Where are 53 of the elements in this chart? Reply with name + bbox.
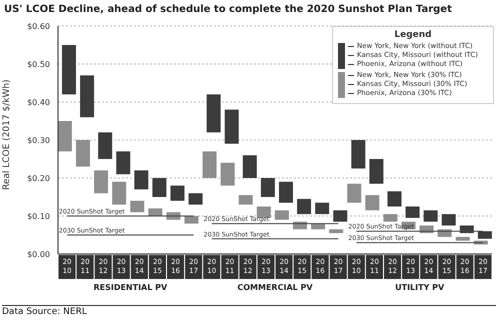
bar: [424, 210, 438, 222]
bar: [242, 155, 257, 178]
bar: [188, 193, 203, 205]
bar: [184, 216, 198, 224]
bar: [383, 214, 398, 222]
y-tick-label: $0.00: [27, 250, 50, 259]
bar: [351, 140, 366, 168]
bar: [387, 191, 402, 206]
bar: [260, 178, 275, 197]
bar: [152, 178, 166, 197]
bar: [256, 206, 271, 218]
bar: [206, 94, 221, 132]
bar: [311, 224, 326, 230]
text: COMMERCIAL PV: [236, 283, 314, 292]
y-axis-title: Real LCOE (2017 $/kWh): [2, 79, 12, 190]
legend-title: Legend: [393, 30, 433, 40]
text: UTILITY PV: [394, 283, 446, 292]
bar: [406, 206, 420, 218]
bar: [274, 210, 289, 220]
bar: [315, 202, 330, 214]
bar: [98, 132, 112, 159]
bar: [369, 159, 384, 184]
bar: [80, 75, 94, 118]
y-tick-label: $0.50: [27, 60, 50, 69]
y-tick-label: $0.10: [27, 212, 50, 221]
bar: [347, 184, 362, 203]
bar: [116, 151, 130, 174]
bar: [134, 170, 148, 190]
bar: [456, 236, 470, 241]
bar: [329, 229, 344, 234]
y-tick-label: $0.20: [27, 174, 50, 183]
bar: [365, 195, 380, 210]
bar: [94, 170, 108, 194]
bar: [224, 110, 239, 144]
y-tick-label: $0.30: [27, 136, 50, 145]
bar: [202, 151, 217, 178]
bar: [130, 200, 144, 212]
bar: [76, 140, 90, 167]
bar: [62, 45, 76, 94]
text: RESIDENTIAL PV: [92, 283, 168, 292]
bar: [170, 186, 184, 201]
bar: [112, 182, 126, 205]
bar: [220, 162, 235, 186]
bar: [58, 121, 72, 152]
y-tick-label: $0.60: [27, 22, 50, 31]
bar: [238, 195, 253, 205]
bar: [297, 198, 312, 214]
bar: [148, 208, 162, 216]
y-tick-label: $0.40: [27, 98, 50, 107]
bar: [442, 214, 456, 226]
bar: [278, 182, 293, 203]
chart-title: US' LCOE Decline, ahead of schedule to complete the 2020 Sunshot Plan Target: [4, 4, 452, 15]
source-note: Data Source: NERL: [2, 305, 496, 317]
